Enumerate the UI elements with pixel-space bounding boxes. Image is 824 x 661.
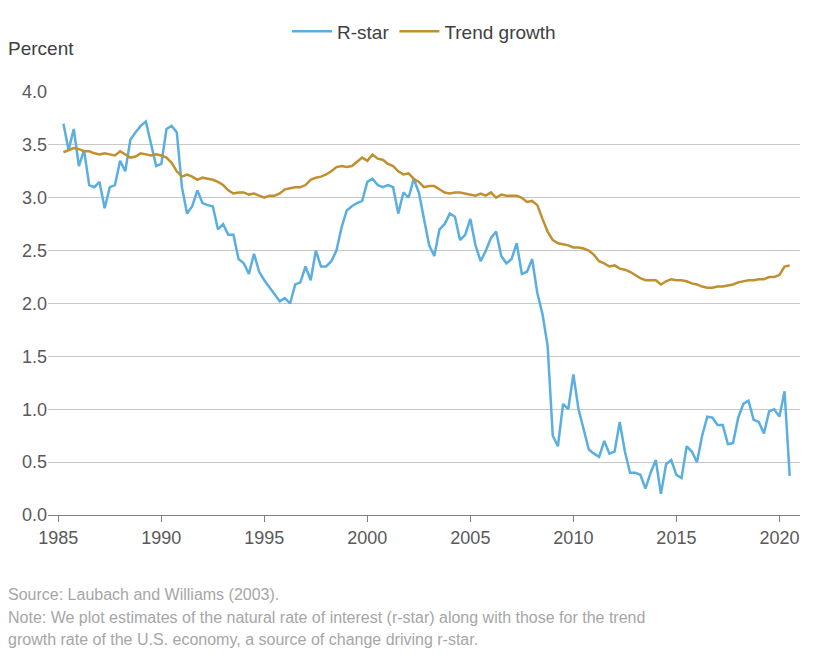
svg-text:4.0: 4.0 bbox=[22, 82, 47, 102]
svg-text:2020: 2020 bbox=[759, 528, 799, 548]
svg-text:Trend growth: Trend growth bbox=[444, 22, 555, 43]
svg-text:2010: 2010 bbox=[553, 528, 593, 548]
svg-text:2000: 2000 bbox=[347, 528, 387, 548]
svg-text:0.5: 0.5 bbox=[22, 452, 47, 472]
svg-text:1995: 1995 bbox=[244, 528, 284, 548]
svg-text:Note: We plot estimates of the: Note: We plot estimates of the natural r… bbox=[8, 609, 645, 626]
svg-text:2.0: 2.0 bbox=[22, 294, 47, 314]
svg-text:2005: 2005 bbox=[450, 528, 490, 548]
svg-text:3.0: 3.0 bbox=[22, 188, 47, 208]
svg-text:2.5: 2.5 bbox=[22, 241, 47, 261]
svg-text:Percent: Percent bbox=[8, 38, 74, 59]
svg-text:1.5: 1.5 bbox=[22, 347, 47, 367]
svg-text:R-star: R-star bbox=[337, 22, 389, 43]
svg-text:1990: 1990 bbox=[141, 528, 181, 548]
svg-text:Source: Laubach and Williams (: Source: Laubach and Williams (2003). bbox=[8, 586, 279, 603]
svg-text:2015: 2015 bbox=[656, 528, 696, 548]
svg-text:1.0: 1.0 bbox=[22, 400, 47, 420]
svg-text:0.0: 0.0 bbox=[22, 505, 47, 525]
svg-text:growth rate of the U.S. econom: growth rate of the U.S. economy, a sourc… bbox=[8, 631, 478, 648]
svg-text:3.5: 3.5 bbox=[22, 135, 47, 155]
svg-text:1985: 1985 bbox=[38, 528, 78, 548]
